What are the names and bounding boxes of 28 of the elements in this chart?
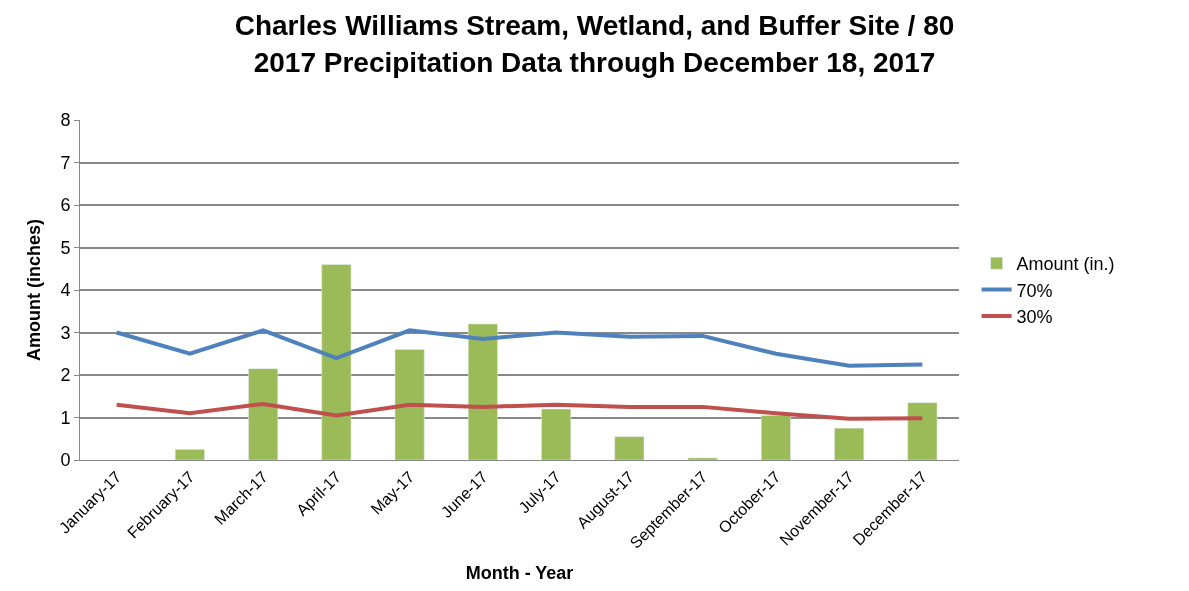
y-tick-label: 3: [60, 322, 71, 343]
y-tick-label: 1: [60, 407, 71, 428]
x-axis-title: Month - Year: [465, 562, 574, 583]
y-tick-label: 7: [60, 152, 71, 173]
bar: [174, 449, 205, 460]
bar: [760, 415, 791, 460]
bar: [248, 368, 279, 460]
y-tick-label: 2: [60, 365, 71, 386]
bar: [834, 427, 865, 460]
bar: [907, 402, 938, 460]
y-tick-label: 8: [60, 110, 71, 131]
y-tick-label: 0: [60, 450, 71, 471]
line-series: [114, 328, 925, 368]
line-series: [114, 401, 925, 421]
bar: [394, 349, 425, 460]
bar: [687, 457, 718, 460]
y-axis-title: Amount (inches): [23, 219, 44, 361]
y-tick-label: 5: [60, 237, 71, 258]
bar: [467, 323, 498, 460]
bar: [614, 436, 645, 460]
chart-title: Charles Williams Stream, Wetland, and Buffer Site / 80 2017 Precipitation Data through December 18, 2017: [234, 10, 955, 78]
y-tick-label: 6: [60, 195, 71, 216]
y-tick-label: 4: [60, 280, 71, 301]
legend-label: 70%: [1016, 280, 1053, 301]
bar: [541, 408, 572, 460]
legend-label: 30%: [1016, 307, 1053, 328]
bar: [321, 264, 352, 460]
legend-label: Amount (in.): [1016, 254, 1115, 275]
